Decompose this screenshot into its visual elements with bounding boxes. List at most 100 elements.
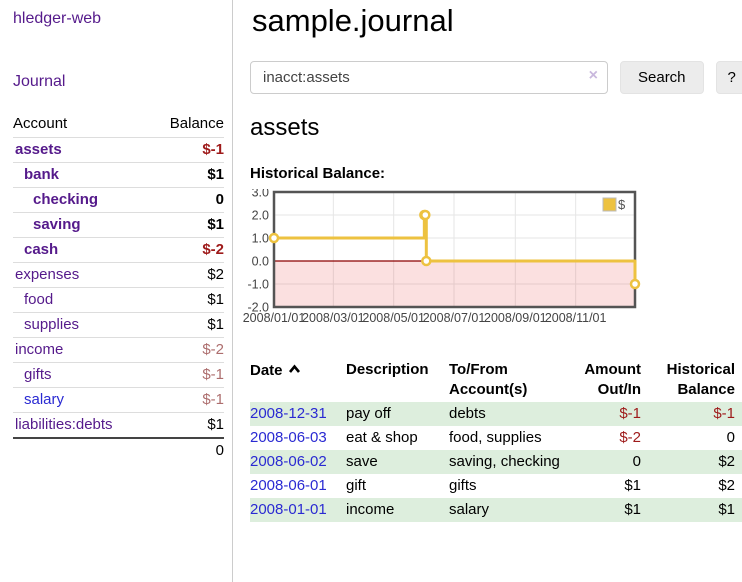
account-link[interactable]: assets: [15, 141, 62, 158]
transaction-date-link[interactable]: 2008-06-01: [250, 477, 327, 494]
data-point-marker: [629, 278, 641, 290]
search-box: ×: [250, 61, 608, 94]
x-tick-label: 2008/07/01: [423, 311, 486, 325]
negative-region: [274, 261, 635, 307]
account-link[interactable]: bank: [24, 166, 60, 183]
account-link[interactable]: cash: [24, 241, 59, 258]
account-balance-cell: $-2: [149, 237, 224, 263]
sort-ascending-icon: [288, 360, 301, 380]
register-header-balance: Historical Balance: [666, 361, 735, 398]
x-tick-label: 2008/01/01: [243, 311, 306, 325]
account-balance-cell: $-1: [149, 362, 224, 388]
legend-label: $: [618, 197, 626, 212]
account-name-cell: supplies: [13, 312, 150, 338]
account-row: salary $-1: [13, 387, 224, 413]
account-row: income $-2: [13, 337, 224, 363]
x-tick-label: 2008/11/01: [545, 311, 607, 325]
register-header-date[interactable]: Date: [250, 358, 346, 402]
account-name-cell: bank: [13, 162, 150, 188]
account-balance-cell: $-2: [149, 337, 224, 363]
register-balance-cell: $2: [718, 477, 735, 494]
account-balance-cell: $-1: [149, 137, 224, 163]
register-table: Date Description To/From Account(s) Amou…: [250, 358, 742, 522]
account-balance-cell: $1: [149, 162, 224, 188]
sidebar: hledger-web Journal Account Balance asse…: [0, 0, 233, 582]
account-row: gifts $-1: [13, 362, 224, 388]
account-link[interactable]: expenses: [15, 266, 80, 283]
register-date-cell: 2008-06-01: [250, 474, 346, 498]
transaction-date-link[interactable]: 2008-12-31: [250, 405, 327, 422]
account-link[interactable]: supplies: [24, 316, 80, 333]
clear-search-icon[interactable]: ×: [588, 67, 598, 84]
data-point-marker: [268, 232, 280, 244]
register-balance-cell: $-1: [713, 405, 735, 422]
x-tick-label: 2008/05/01: [362, 311, 425, 325]
account-row: liabilities:debts $1: [13, 412, 224, 438]
account-name-cell: income: [13, 337, 150, 363]
register-amount-cell: 0: [632, 453, 641, 470]
y-tick-label: 2.0: [252, 209, 269, 223]
register-row: 2008-06-03 eat & shop food, supplies $-2 0: [250, 426, 742, 450]
register-row: 2008-12-31 pay off debts $-1 $-1: [250, 402, 742, 426]
accounts-header-account: Account: [13, 115, 68, 132]
data-point-marker: [420, 209, 431, 221]
register-accounts-cell: salary: [449, 501, 490, 518]
register-accounts-cell: food, supplies: [449, 429, 542, 446]
chart-title: Historical Balance:: [250, 165, 386, 182]
y-tick-label: -1.0: [247, 278, 269, 292]
balance-chart: $3.0 2.0 1.0 0.0 -1.0 -2.02008/01/012008/03/0…: [243, 186, 641, 325]
account-name-cell: saving: [13, 212, 150, 238]
account-link[interactable]: food: [24, 291, 54, 308]
register-balance-cell: $2: [718, 453, 735, 470]
account-row: cash $-2: [13, 237, 224, 263]
account-link[interactable]: checking: [33, 191, 99, 208]
register-date-cell: 2008-06-02: [250, 450, 346, 474]
search-button[interactable]: Search: [620, 61, 704, 94]
transaction-date-link[interactable]: 2008-01-01: [250, 501, 327, 518]
register-amount-cell: $1: [624, 477, 641, 494]
account-row: expenses $2: [13, 262, 224, 288]
register-row: 2008-06-01 gift gifts $1 $2: [250, 474, 742, 498]
register-amount-cell: $1: [624, 501, 641, 518]
account-balance-cell: $1: [149, 312, 224, 338]
data-point-marker: [421, 255, 432, 267]
sidebar-item-journal[interactable]: Journal: [13, 73, 66, 90]
search-input[interactable]: [250, 61, 608, 94]
search-form: × Search ?: [250, 61, 742, 94]
account-name-cell: assets: [13, 137, 150, 163]
y-tick-label: 0.0: [252, 255, 269, 269]
account-name-cell: cash: [13, 237, 150, 263]
legend-swatch: [602, 197, 617, 212]
account-link[interactable]: liabilities:debts: [15, 416, 113, 433]
account-link[interactable]: gifts: [24, 366, 52, 383]
account-link[interactable]: saving: [33, 216, 81, 233]
transaction-date-link[interactable]: 2008-06-02: [250, 453, 327, 470]
app-title-link[interactable]: hledger-web: [13, 10, 102, 27]
account-name-cell: expenses: [13, 262, 150, 288]
account-row: assets $-1: [13, 137, 224, 163]
account-balance-cell: $-1: [149, 387, 224, 413]
account-row: checking 0: [13, 187, 224, 213]
account-row: supplies $1: [13, 312, 224, 338]
account-name-cell: food: [13, 287, 150, 313]
register-date-cell: 2008-12-31: [250, 402, 346, 426]
x-tick-label: 2008/09/01: [484, 311, 547, 325]
x-tick-label: 2008/03/01: [302, 311, 365, 325]
register-row: 2008-01-01 income salary $1 $1: [250, 498, 742, 522]
date-header-label: Date: [250, 362, 283, 379]
account-heading: assets: [250, 114, 320, 141]
register-accounts-cell: gifts: [449, 477, 477, 494]
register-header-accounts: To/From Account(s): [449, 361, 528, 398]
accounts-total-row: 0: [13, 437, 224, 463]
register-description-cell: save: [346, 453, 378, 470]
register-balance-cell: 0: [726, 429, 735, 446]
register-accounts-cell: saving, checking: [449, 453, 560, 470]
account-link[interactable]: salary: [24, 391, 65, 408]
account-balance-cell: $1: [149, 287, 224, 313]
transaction-date-link[interactable]: 2008-06-03: [250, 429, 327, 446]
help-button[interactable]: ?: [715, 61, 742, 94]
register-description-cell: gift: [346, 477, 367, 494]
account-link[interactable]: income: [15, 341, 64, 358]
y-tick-label: -2.0: [247, 301, 269, 315]
